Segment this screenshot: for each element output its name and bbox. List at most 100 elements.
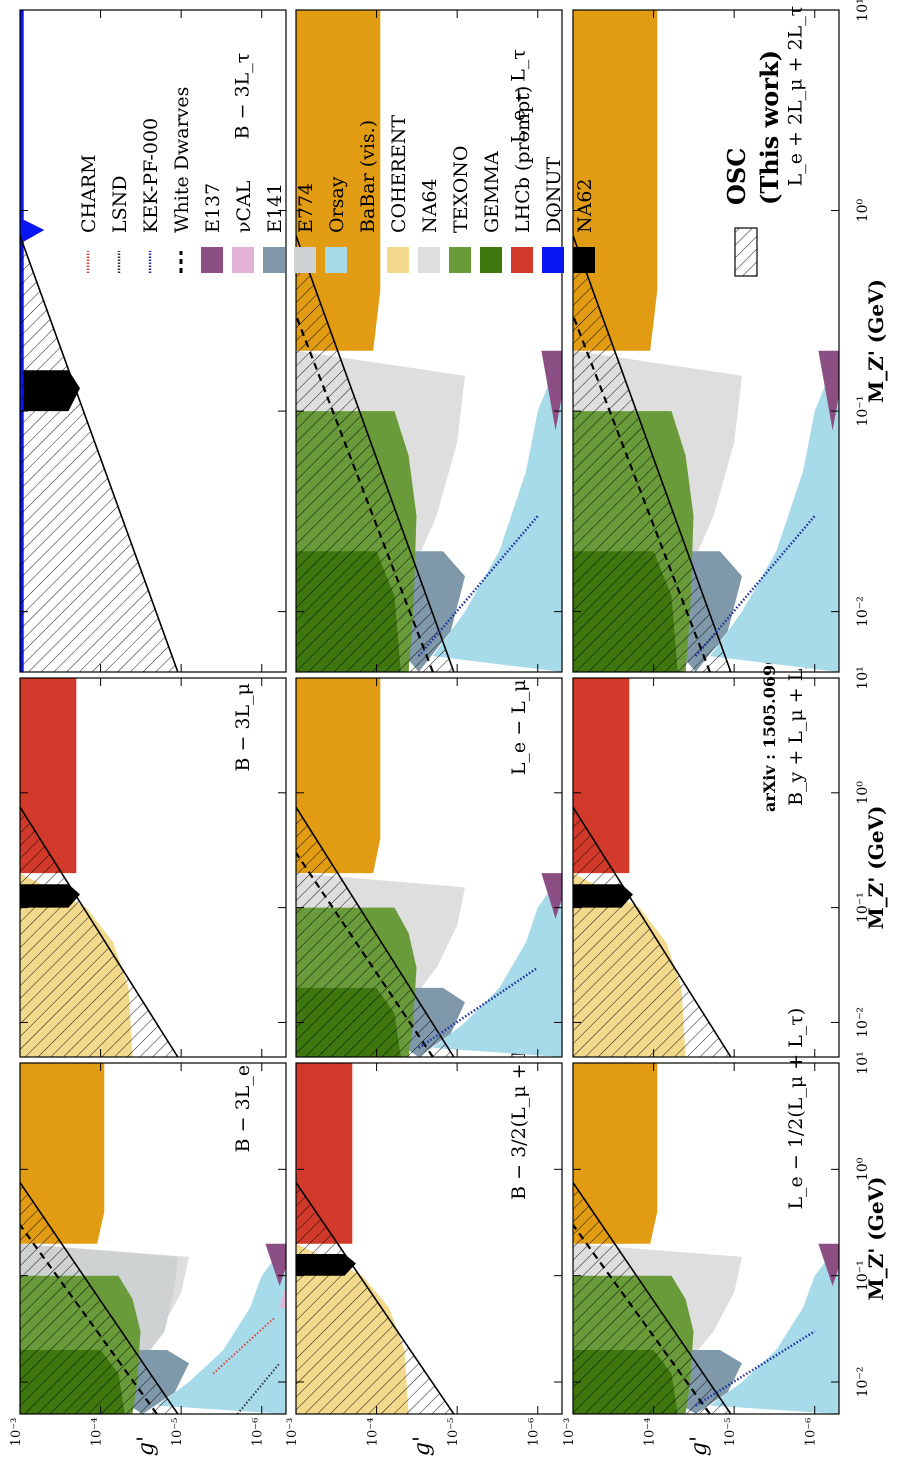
panel-frame xyxy=(295,677,563,1058)
mass-tick-label: 10⁰ xyxy=(855,198,871,222)
panel-title: B − 3L_e xyxy=(232,1065,254,1152)
panel-frame xyxy=(19,677,287,1058)
legend-label: White Dwarves xyxy=(171,87,193,233)
panel-p01: B − 3L_μ xyxy=(19,677,287,1058)
lhcb-region xyxy=(573,678,630,874)
mass-tick-label: 10⁰ xyxy=(855,1157,871,1181)
kek-pf-line xyxy=(418,966,539,1049)
mass-tick-label: 10¹ xyxy=(855,666,871,689)
coupling-tick-label: 10⁻⁶ xyxy=(251,1418,266,1447)
legend-swatch-donut xyxy=(542,247,564,273)
panel-body xyxy=(573,1063,839,1414)
mass-tick-label: 10⁻¹ xyxy=(855,1260,871,1291)
x-axis-label: M_Z' (GeV) xyxy=(864,279,888,403)
legend-label-osc-sub: (This work) xyxy=(755,50,784,205)
y-axis-label: g' xyxy=(410,1436,435,1456)
panel-frame xyxy=(572,9,840,673)
legend-label: νCAL xyxy=(233,180,255,233)
panel-p22: L_e + 2L_μ + 2L_τ xyxy=(572,6,840,673)
white-dwarves-line xyxy=(296,852,434,1057)
axis-labels: 10⁻² 10⁻¹ 10⁰ 10¹ M_Z' (GeV) 10⁻² 10⁻¹ 10⁰ 10¹ M_… xyxy=(9,0,888,1456)
panel-title: L_e − L_μ xyxy=(508,679,530,775)
coupling-tick-label: 10⁻³ xyxy=(9,1418,24,1447)
osc-boundary-line xyxy=(20,235,179,672)
orsay-region xyxy=(709,350,839,672)
white-dwarves-line xyxy=(296,315,434,672)
legend-swatch-na64 xyxy=(418,247,440,273)
panel-title: B − 3/2(L_μ + L_τ) xyxy=(508,1017,530,1199)
kek-pf-line xyxy=(417,515,539,657)
legend-swatch-babar-vis- xyxy=(356,247,378,273)
y-axis-label: g' xyxy=(687,1436,712,1456)
lhcb-region xyxy=(296,1063,353,1244)
panel-p21: B_y + L_μ + L_τ arXiv : 1505.06906 xyxy=(572,643,840,1058)
babar-region xyxy=(573,1063,658,1244)
legend-swatch-na62 xyxy=(573,247,595,273)
panel-p00: B − 3L_e xyxy=(19,1062,287,1415)
panel-p11: L_e − L_μ xyxy=(295,677,563,1058)
legend-label-osc: OSC xyxy=(722,148,751,205)
babar-region xyxy=(296,678,381,874)
x-axis-label: M_Z' (GeV) xyxy=(864,805,888,929)
panel-title: B − 3L_μ xyxy=(232,683,254,772)
kek-pf-line xyxy=(695,1330,816,1407)
coupling-tick-label: 10⁻⁴ xyxy=(90,1418,105,1447)
x-axis-label: M_Z' (GeV) xyxy=(864,1176,888,1300)
panel-body xyxy=(20,1063,286,1414)
osc-boundary-line xyxy=(573,806,732,1057)
legend-label: KEK-PF-000 xyxy=(140,118,162,233)
panel-frame xyxy=(572,677,840,1058)
legend-label: BaBar (vis.) xyxy=(357,120,379,233)
mass-tick-label: 10⁻¹ xyxy=(855,892,871,923)
legend-label: DONUT xyxy=(543,157,565,233)
legend: CHARM LSND KEK-PF-000 White Dwarves E137 νCAL… xyxy=(78,50,784,277)
legend-label: LSND xyxy=(109,176,131,234)
lhcb-region xyxy=(20,678,77,874)
coupling-tick-label: 10⁻⁴ xyxy=(643,1418,658,1447)
panel-body xyxy=(296,10,562,672)
white-dwarves-line xyxy=(573,315,711,672)
coupling-tick-label: 10⁻⁵ xyxy=(446,1418,461,1447)
legend-label: Orsay xyxy=(326,176,348,233)
panel-frame xyxy=(572,1062,840,1415)
osc-boundary-line xyxy=(573,235,732,672)
osc-boundary-line xyxy=(296,235,455,672)
coupling-tick-label: 10⁻⁵ xyxy=(723,1418,738,1447)
kek-pf-line xyxy=(694,515,816,657)
e137-region xyxy=(818,350,839,431)
legend-label: NA62 xyxy=(574,178,596,233)
coupling-tick-label: 10⁻⁴ xyxy=(366,1418,381,1447)
panel-body xyxy=(573,678,732,1057)
e137-region xyxy=(541,350,562,431)
legend-label: TEXONO xyxy=(450,145,472,233)
panel-body xyxy=(296,1063,455,1414)
mass-tick-label: 10⁻² xyxy=(855,1367,871,1398)
panel-title: L_e − L_τ xyxy=(508,49,530,143)
panel-frame xyxy=(19,1062,287,1415)
legend-swatch-coherent xyxy=(387,247,409,273)
y-axis-label: g' xyxy=(134,1436,159,1456)
lsnd-line xyxy=(236,1362,281,1414)
legend-swatch-gemma xyxy=(480,247,502,273)
panel-body xyxy=(20,10,179,672)
panel-title: B − 3L_τ xyxy=(232,53,254,140)
panel-title: L_e + 2L_μ + 2L_τ xyxy=(785,6,807,187)
coupling-tick-label: 10⁻³ xyxy=(562,1418,577,1447)
osc-boundary-line xyxy=(296,806,455,1057)
osc-boundary-line xyxy=(573,1182,732,1414)
legend-label: E141 xyxy=(264,183,286,233)
mass-tick-label: 10⁻² xyxy=(855,596,871,627)
legend-label: COHERENT xyxy=(388,115,410,233)
panel-title: L_e − 1/2(L_μ + L_τ) xyxy=(785,1008,807,1210)
orsay-region xyxy=(432,873,562,1057)
legend-label: E774 xyxy=(295,183,317,233)
white-dwarves-line xyxy=(20,1224,158,1414)
legend-swatch-texono xyxy=(449,247,471,273)
panel-frame xyxy=(295,9,563,673)
legend-swatch--cal xyxy=(232,247,254,273)
orsay-region xyxy=(156,1243,286,1414)
orsay-region xyxy=(432,350,562,672)
mass-tick-label: 10¹ xyxy=(855,0,871,22)
panel-grid: B − 3L_e B − 3L_μ B − 3L_τ B − 3/2(L_μ + L_… xyxy=(19,6,840,1415)
